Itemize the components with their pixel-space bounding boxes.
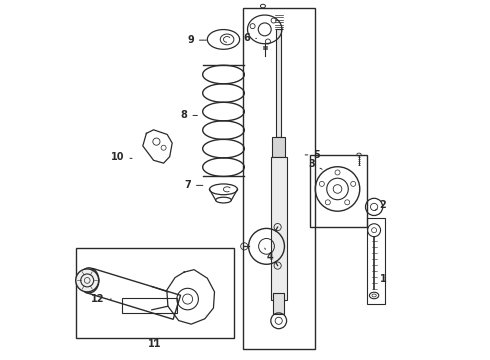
Text: 11: 11 — [148, 339, 161, 349]
Bar — [273, 293, 284, 315]
Text: 2: 2 — [375, 200, 387, 211]
Text: 5: 5 — [305, 150, 320, 160]
Text: 7: 7 — [184, 180, 203, 190]
Bar — [270, 157, 287, 300]
Bar — [367, 218, 385, 304]
Text: 4: 4 — [265, 248, 273, 262]
Bar — [310, 155, 367, 226]
Text: 12: 12 — [91, 294, 111, 304]
Text: 3: 3 — [308, 159, 322, 169]
Text: 8: 8 — [181, 111, 197, 121]
Bar — [276, 30, 281, 137]
Bar — [272, 137, 285, 157]
Text: 9: 9 — [187, 35, 206, 45]
Text: 1: 1 — [375, 271, 387, 284]
Text: 10: 10 — [111, 152, 132, 162]
Bar — [76, 248, 234, 338]
Text: 6: 6 — [244, 33, 257, 43]
Circle shape — [76, 269, 98, 292]
Bar — [243, 8, 315, 348]
